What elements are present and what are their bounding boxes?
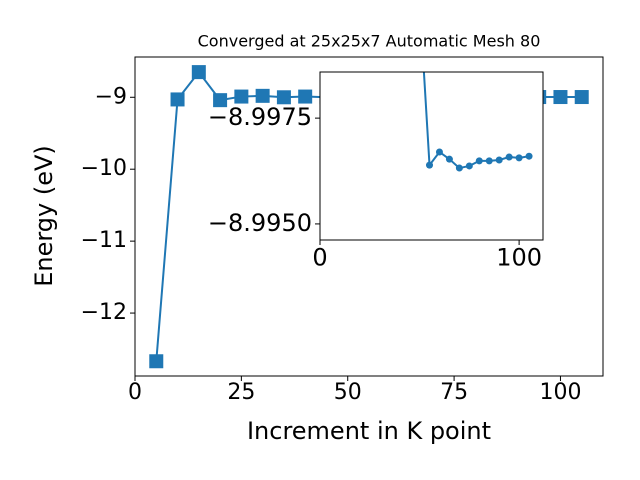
- x-tick-label: 0: [312, 244, 327, 272]
- marker: [495, 156, 503, 164]
- x-tick-label: 75: [440, 380, 468, 405]
- marker: [445, 155, 453, 163]
- marker: [255, 88, 270, 103]
- marker: [574, 90, 589, 105]
- plot-area: [416, 0, 533, 172]
- marker: [505, 153, 513, 161]
- x-tick-label: 50: [334, 380, 362, 405]
- axes-frame: [134, 56, 604, 377]
- y-tick-label: −8.9950: [208, 209, 312, 237]
- axes-frame: [319, 71, 544, 241]
- marker: [416, 0, 423, 3]
- marker: [276, 90, 291, 105]
- axes: 0 100 −8.9975 −8.9950: [208, 0, 544, 272]
- y-tick-label: −11: [81, 228, 127, 253]
- y-tick-label: −9: [95, 84, 127, 109]
- marker: [525, 152, 533, 160]
- x-tick-label: 100: [496, 244, 542, 272]
- x-tick-label: 100: [539, 380, 581, 405]
- marker: [515, 154, 523, 162]
- y-tick-label: −8.9975: [208, 103, 312, 131]
- chart-title: Converged at 25x25x7 Automatic Mesh 80: [198, 32, 541, 51]
- x-tick-label: 25: [227, 380, 255, 405]
- marker: [234, 89, 249, 104]
- marker: [149, 354, 164, 369]
- marker: [213, 93, 228, 108]
- marker: [191, 65, 206, 80]
- x-tick-label: 0: [128, 380, 142, 405]
- y-tick-label: −10: [81, 156, 127, 181]
- marker: [465, 162, 473, 170]
- y-tick-label: −12: [81, 300, 127, 325]
- marker: [485, 157, 493, 165]
- x-axis-label: Increment in K point: [247, 417, 491, 445]
- marker: [435, 148, 443, 156]
- marker: [170, 92, 185, 107]
- marker: [426, 161, 434, 169]
- y-axis-label: Energy (eV): [30, 145, 58, 287]
- marker: [553, 90, 568, 105]
- marker: [455, 164, 463, 172]
- marker: [298, 89, 313, 104]
- marker: [475, 157, 483, 165]
